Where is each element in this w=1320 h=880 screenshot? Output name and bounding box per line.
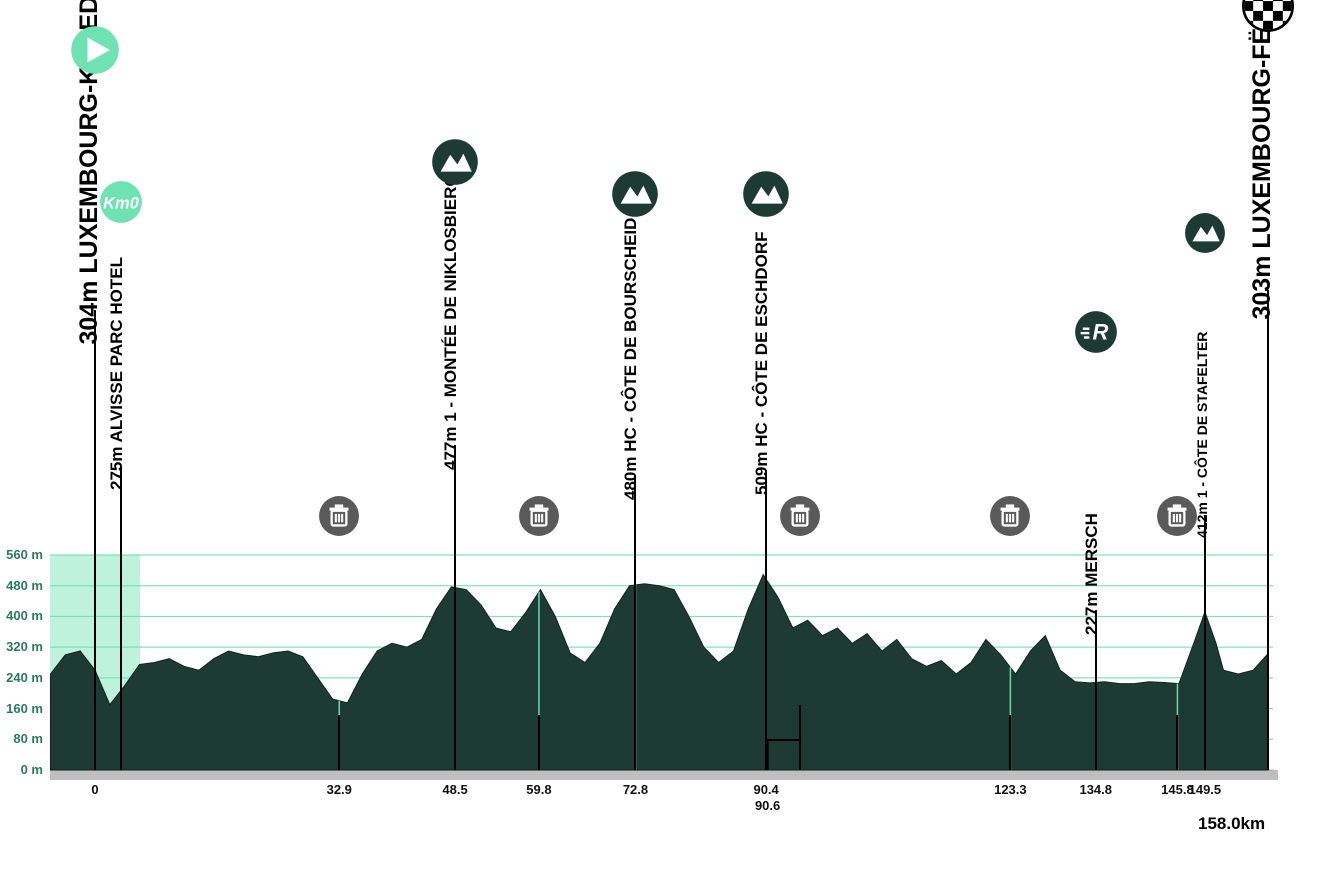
- marker-label: 509m HC - CÔTE DE ESCHDORF: [752, 231, 772, 495]
- mountain-icon: [611, 170, 659, 218]
- finish-icon: [1242, 0, 1294, 32]
- x-tick-label: 59.8: [526, 782, 551, 797]
- marker-label: 477m 1 - MONTÉE DE NIKLOSBIERG: [441, 173, 461, 470]
- mountain-icon: [431, 138, 479, 186]
- y-tick-label: 160 m: [0, 701, 43, 716]
- marker-stem: [1176, 715, 1178, 770]
- marker-label: 480m HC - CÔTE DE BOURSCHEID: [621, 218, 641, 500]
- x-tick-label: 0: [91, 782, 98, 797]
- y-tick-label: 0 m: [0, 762, 43, 777]
- total-distance: 158.0km: [1198, 814, 1265, 834]
- marker-label: 303m LUXEMBOURG-FËSCHMAART: [1248, 0, 1277, 320]
- x-tick-label: 48.5: [442, 782, 467, 797]
- x-tick-label-secondary: 90.6: [755, 798, 780, 813]
- x-tick-label: 90.4: [753, 782, 778, 797]
- marker-stem: [454, 445, 456, 770]
- elevation-chart: [0, 0, 1320, 880]
- x-tick-label: 134.8: [1079, 782, 1112, 797]
- y-tick-label: 400 m: [0, 608, 43, 623]
- waste-zone-icon: [989, 495, 1031, 537]
- waste-zone-icon: [1156, 495, 1198, 537]
- marker-stem: [1009, 715, 1011, 770]
- x-tick-label: 123.3: [994, 782, 1027, 797]
- marker-stem: [120, 465, 122, 770]
- marker-stem: [634, 475, 636, 770]
- waste-zone-icon: [779, 495, 821, 537]
- mountain-icon: [1184, 212, 1226, 254]
- y-tick-label: 320 m: [0, 639, 43, 654]
- marker-stem: [94, 310, 96, 770]
- waste-zone-icon: [318, 495, 360, 537]
- y-tick-label: 240 m: [0, 670, 43, 685]
- marker-stem: [1204, 515, 1206, 770]
- x-tick-label: 32.9: [327, 782, 352, 797]
- marker-stem: [338, 715, 340, 770]
- svg-text:Km0: Km0: [103, 195, 140, 213]
- x-tick-label: 149.5: [1189, 782, 1222, 797]
- marker-stem: [1267, 290, 1269, 770]
- mountain-icon: [742, 170, 790, 218]
- start-icon: [70, 25, 120, 75]
- marker-stem: [765, 470, 767, 770]
- marker-label: 227m MERSCH: [1082, 513, 1102, 635]
- marker-label: 412m 1 - CÔTE DE STAFELTER: [1194, 332, 1210, 538]
- waste-zone-icon: [518, 495, 560, 537]
- svg-text:R: R: [1092, 320, 1108, 345]
- marker-label: 275m ALVISSE PARC HOTEL: [107, 257, 127, 490]
- marker-stem: [799, 705, 801, 770]
- km0-icon: Km0: [99, 180, 143, 224]
- x-tick-label: 72.8: [623, 782, 648, 797]
- marker-stem: [538, 715, 540, 770]
- y-tick-label: 560 m: [0, 547, 43, 562]
- y-tick-label: 480 m: [0, 578, 43, 593]
- y-tick-label: 80 m: [0, 731, 43, 746]
- sprint-icon: R: [1074, 310, 1118, 354]
